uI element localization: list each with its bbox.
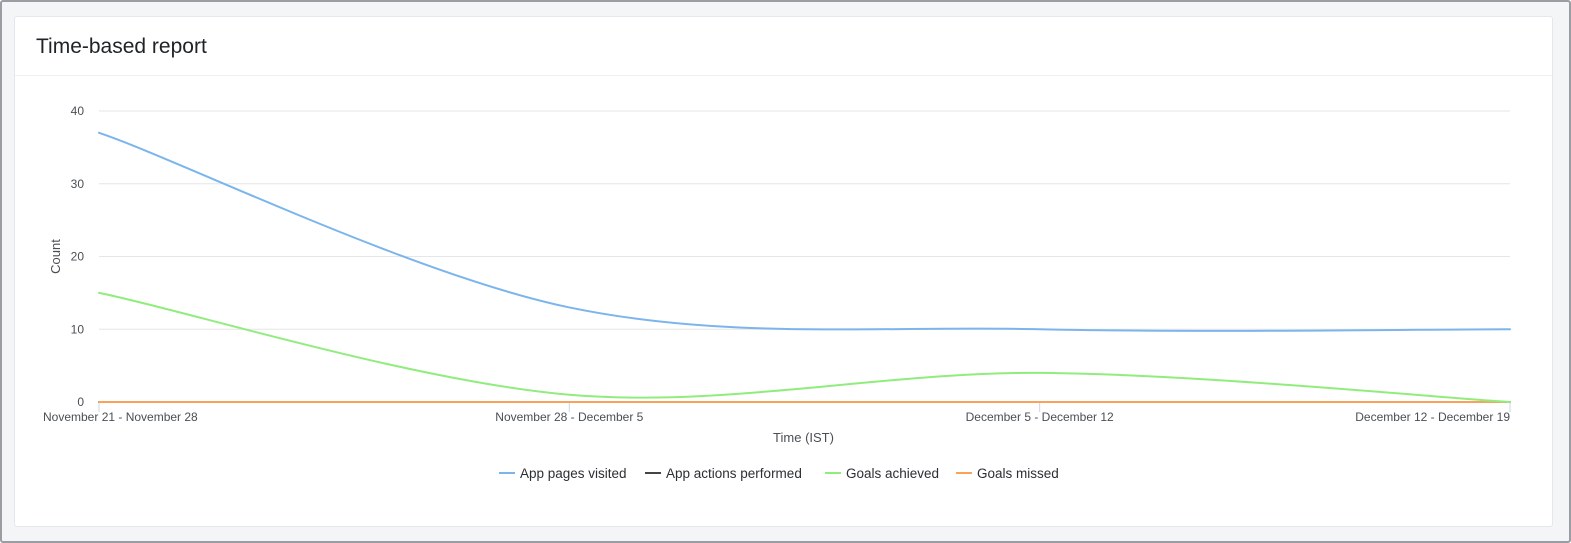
legend-item-label[interactable]: App pages visited (520, 466, 627, 481)
report-card: Time-based report (14, 16, 1553, 527)
y-tick-label: 10 (71, 322, 85, 336)
x-tick-label: December 5 - December 12 (966, 410, 1114, 424)
card-header: Time-based report (15, 17, 1552, 76)
report-title: Time-based report (36, 35, 207, 58)
y-tick-label: 20 (71, 250, 85, 264)
legend-item-label[interactable]: Goals missed (977, 466, 1059, 481)
legend-item-label[interactable]: Goals achieved (846, 466, 939, 481)
y-axis-title: Count (48, 239, 63, 274)
x-tick-label: November 28 - December 5 (495, 410, 643, 424)
series-line-app-pages-visited (98, 131, 1511, 332)
legend-item-label[interactable]: App actions performed (666, 466, 802, 481)
y-tick-label: 30 (71, 177, 85, 191)
series-line-goals-achieved (98, 291, 1511, 403)
x-tick-label: December 12 - December 19 (1355, 410, 1510, 424)
y-tick-label: 40 (71, 104, 85, 118)
x-tick-label: November 21 - November 28 (43, 410, 198, 424)
y-tick-label: 0 (77, 395, 84, 409)
x-axis-title: Time (IST) (773, 430, 834, 445)
